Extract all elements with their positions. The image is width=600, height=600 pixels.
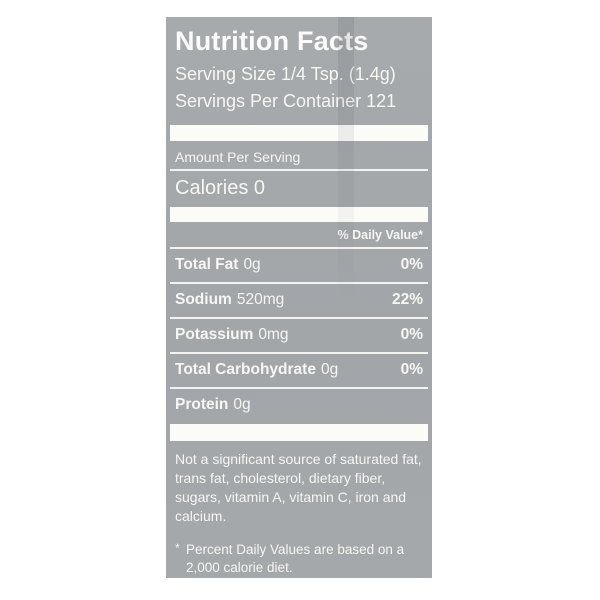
- separator-hairline: [170, 168, 428, 171]
- calories-line: Calories 0: [175, 176, 266, 199]
- separator-hairline: [170, 351, 428, 354]
- nutrient-name: Protein: [175, 395, 229, 413]
- separator-bar-thick-mid: [170, 206, 428, 222]
- nutrition-facts-title: Nutrition Facts: [175, 26, 369, 56]
- nutrient-row-total-fat: Total Fat 0g 0%: [170, 249, 428, 282]
- separator-hairline: [170, 316, 428, 319]
- nutrient-name-and-amount: Sodium 520mg: [175, 291, 284, 309]
- nutrient-daily-value: 0%: [400, 325, 423, 343]
- nutrient-row-sodium: Sodium 520mg 22%: [170, 284, 428, 317]
- amount-per-serving-label: Amount Per Serving: [175, 148, 301, 165]
- nutrient-amount: 520mg: [236, 290, 285, 308]
- nutrient-daily-value: 22%: [391, 290, 423, 308]
- nutrient-name-and-amount: Total Carbohydrate 0g: [175, 361, 338, 379]
- footnote-asterisk: *: [175, 540, 180, 555]
- nutrient-name-and-amount: Total Fat 0g: [175, 256, 261, 274]
- nutrient-amount: 0mg: [258, 325, 289, 343]
- nutrient-amount: 0g: [320, 360, 339, 378]
- footnote-text: Percent Daily Values are based on a 2,00…: [186, 541, 405, 576]
- separator-hairline: [170, 246, 428, 249]
- nutrient-name: Total Carbohydrate: [175, 360, 316, 378]
- nutrient-row-total-carbohydrate: Total Carbohydrate 0g 0%: [170, 354, 428, 387]
- nutrient-name-and-amount: Potassium 0mg: [175, 326, 289, 344]
- daily-value-footnote: * Percent Daily Values are based on a 2,…: [170, 541, 428, 578]
- nutrient-amount: 0g: [243, 255, 261, 273]
- nutrient-daily-value: 0%: [400, 360, 423, 378]
- nutrient-row-protein: Protein 0g: [170, 389, 428, 422]
- servings-per-container-line: Servings Per Container 121: [175, 90, 397, 111]
- nutrient-row-potassium: Potassium 0mg 0%: [170, 319, 428, 352]
- serving-size-line: Serving Size 1/4 Tsp. (1.4g): [175, 63, 396, 84]
- nutrient-name: Total Fat: [175, 255, 239, 273]
- nutrient-name: Potassium: [175, 325, 254, 343]
- daily-value-header: % Daily Value*: [337, 227, 423, 242]
- nutrient-amount: 0g: [233, 395, 251, 413]
- not-significant-source-disclaimer: Not a significant source of saturated fa…: [175, 450, 422, 524]
- separator-hairline: [170, 386, 428, 389]
- separator-bar-thick-top: [170, 124, 428, 141]
- nutrient-name-and-amount: Protein 0g: [175, 396, 251, 414]
- separator-hairline: [170, 281, 428, 284]
- separator-bar-thick-bottom: [170, 423, 428, 441]
- nutrient-daily-value: 0%: [400, 255, 423, 273]
- nutrition-facts-label: Nutrition Facts Serving Size 1/4 Tsp. (1…: [166, 17, 432, 578]
- nutrient-name: Sodium: [175, 290, 232, 308]
